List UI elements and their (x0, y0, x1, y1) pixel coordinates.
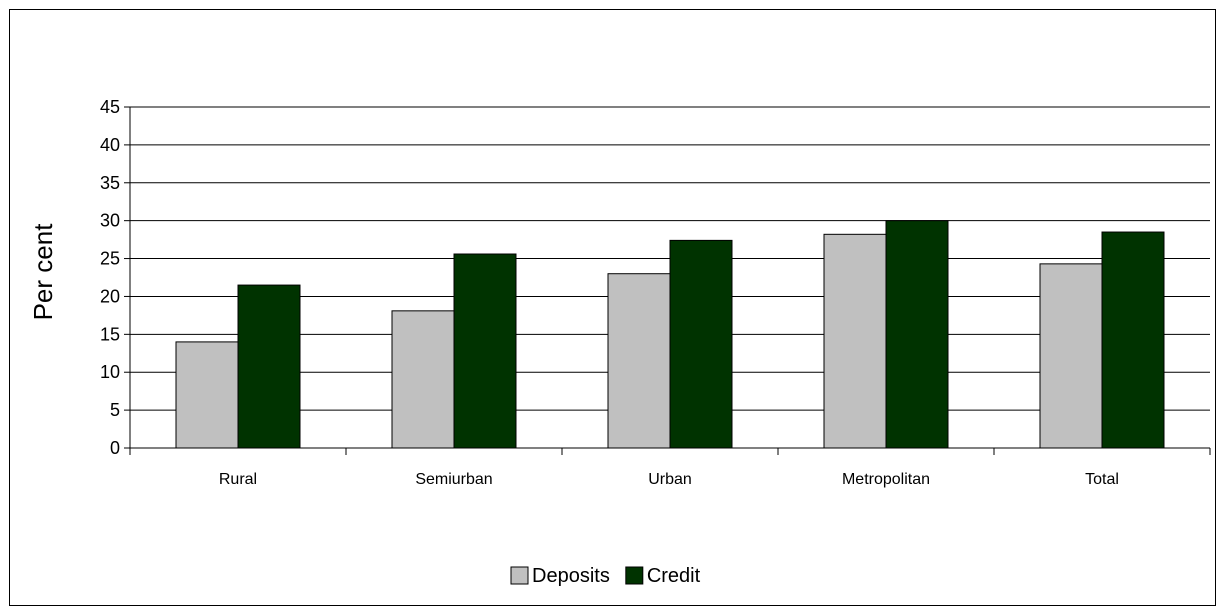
y-tick-label: 45 (100, 97, 120, 117)
y-tick-label: 20 (100, 286, 120, 306)
legend-label-credit: Credit (647, 565, 701, 587)
y-tick-label: 10 (100, 362, 120, 382)
x-tick-label: Total (1085, 471, 1119, 488)
legend-swatch-deposits (511, 567, 528, 584)
bar-deposits-rural (176, 342, 238, 448)
x-tick-label: Urban (648, 471, 692, 488)
y-tick-label: 5 (110, 400, 120, 420)
bar-deposits-urban (608, 274, 670, 448)
x-tick-label: Rural (219, 471, 257, 488)
y-tick-label: 35 (100, 173, 120, 193)
bar-credit-total (1102, 232, 1164, 448)
bar-deposits-total (1040, 264, 1102, 448)
bar-credit-metropolitan (886, 221, 948, 448)
y-tick-label: 25 (100, 249, 120, 269)
y-tick-label: 0 (110, 438, 120, 458)
y-tick-label: 15 (100, 324, 120, 344)
bar-credit-semiurban (454, 254, 516, 448)
bar-credit-rural (238, 285, 300, 448)
x-tick-label: Metropolitan (842, 471, 930, 488)
legend-swatch-credit (626, 567, 643, 584)
bar-deposits-semiurban (392, 311, 454, 448)
y-tick-label: 40 (100, 135, 120, 155)
legend: Deposits Credit (511, 565, 701, 587)
bar-credit-urban (670, 240, 732, 448)
y-axis-title: Per cent (28, 223, 58, 321)
bar-deposits-metropolitan (824, 234, 886, 448)
legend-label-deposits: Deposits (532, 565, 610, 587)
y-tick-label: 30 (100, 211, 120, 231)
x-tick-label: Semiurban (415, 471, 492, 488)
